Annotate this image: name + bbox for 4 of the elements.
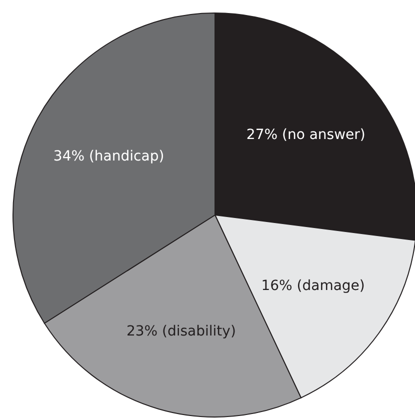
slice-label: 27% (no answer) [246, 126, 366, 143]
slice-label: 23% (disability) [126, 323, 236, 340]
slice-label: 16% (damage) [261, 278, 365, 294]
slice-label: 34% (handicap) [53, 148, 164, 165]
